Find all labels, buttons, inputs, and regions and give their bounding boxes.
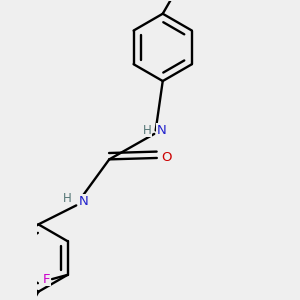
Text: F: F [43, 273, 50, 286]
Text: H: H [143, 124, 152, 137]
Text: N: N [156, 124, 166, 137]
Text: H: H [63, 192, 72, 205]
Text: N: N [78, 195, 88, 208]
Text: O: O [161, 152, 171, 164]
